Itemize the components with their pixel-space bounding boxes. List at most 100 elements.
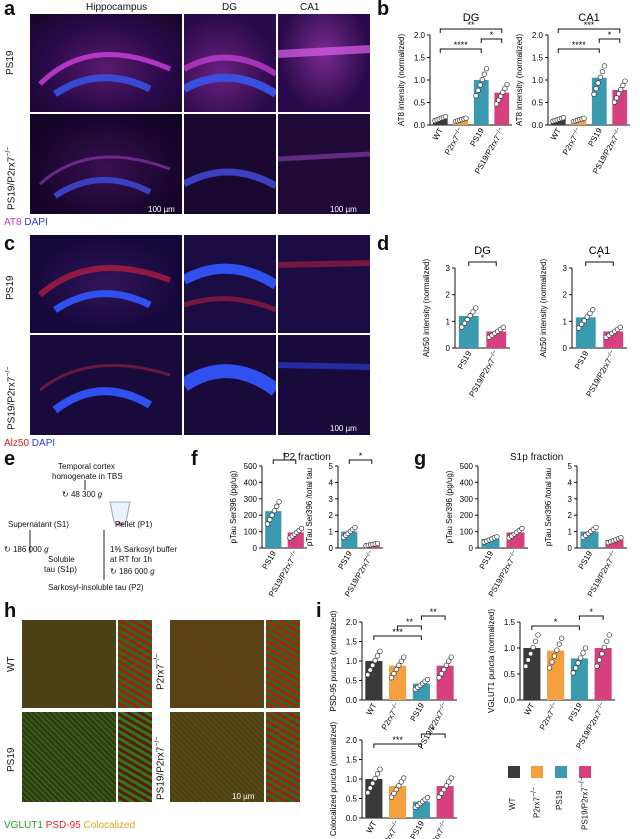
sig-stars: * xyxy=(481,253,485,263)
data-point xyxy=(590,307,596,313)
chart-d-CA1: 0 1 2 3 Alz50 intensity (normalized) CA1 PS19P… xyxy=(539,245,627,399)
data-point xyxy=(374,540,381,547)
y-tick-label: 1.5 xyxy=(346,638,358,647)
flow-text-g3: ↻ 186 000 g xyxy=(110,567,155,576)
data-point xyxy=(448,654,454,660)
sig-stars: *** xyxy=(392,735,403,745)
data-point xyxy=(483,66,490,72)
y-tick-label: 100 xyxy=(244,528,258,537)
data-point xyxy=(464,316,470,323)
y-tick-label: 400 xyxy=(460,478,474,487)
sig-stars: * xyxy=(490,30,494,40)
data-point xyxy=(606,632,612,638)
chart-i-1: 0.0 0.5 1.0 1.5 2.0 PSD-95 puncta (normalized… xyxy=(329,607,457,751)
data-point xyxy=(494,534,500,540)
y-tick-label: 2.0 xyxy=(414,31,426,40)
y-tick-label: 1.5 xyxy=(414,54,426,63)
data-point xyxy=(570,670,576,676)
sig-stars: * xyxy=(359,451,363,461)
sig-stars: ** xyxy=(467,20,475,30)
data-point xyxy=(396,662,402,668)
data-point xyxy=(443,783,449,789)
data-point xyxy=(601,63,608,69)
x-tick-label: P2rx7−/− xyxy=(561,126,584,157)
data-point xyxy=(276,499,282,505)
y-axis-label: pTau Ser396 (pg/ug) xyxy=(445,470,454,543)
data-point xyxy=(581,318,587,324)
y-tick-label: 300 xyxy=(460,495,474,504)
data-point xyxy=(367,667,373,673)
micrograph-c-ps19-dg xyxy=(184,235,276,333)
data-point xyxy=(519,525,525,532)
y-tick-label: 3 xyxy=(446,264,451,273)
y-axis-label: AT8 intensity (normalized) xyxy=(397,34,406,127)
data-point xyxy=(401,775,407,781)
y-tick-label: 0.0 xyxy=(504,696,516,705)
panel-label-d: d xyxy=(377,233,390,255)
flow-arrows xyxy=(29,530,105,580)
x-tick-label: P2rx7−/− xyxy=(380,701,403,732)
legend-swatch-wt xyxy=(508,766,520,778)
micrograph-h-p2rx7-zoom xyxy=(266,620,300,708)
sig-stars: **** xyxy=(454,40,469,50)
chart-title: DG xyxy=(474,245,491,257)
sig-bracket xyxy=(420,733,446,738)
sig-stars: * xyxy=(431,725,435,735)
data-point xyxy=(370,662,376,668)
data-point xyxy=(436,675,442,681)
data-point xyxy=(584,314,590,320)
data-point xyxy=(525,657,531,663)
y-tick-label: 0.5 xyxy=(532,99,544,108)
micrograph-c-ps19p2rx7-dg xyxy=(184,335,276,435)
data-point xyxy=(611,99,618,105)
data-point xyxy=(443,662,449,668)
data-point xyxy=(528,651,534,657)
x-tick-label: PS19/P2rx7−/− xyxy=(584,349,618,398)
sig-stars: **** xyxy=(572,40,587,50)
data-point xyxy=(461,320,468,327)
y-tick-label: 1 xyxy=(329,528,334,537)
y-tick-label: 0.5 xyxy=(504,670,516,679)
panel-label-c: c xyxy=(4,233,16,255)
data-point xyxy=(473,93,479,99)
micrograph-a-ps19p2rx7-hippocampus xyxy=(30,114,182,214)
y-tick-label: 200 xyxy=(244,511,258,520)
panel-label-h: h xyxy=(4,600,17,622)
chart-title: DG xyxy=(463,12,480,24)
sig-stars: * xyxy=(589,607,593,617)
panel-label-i: i xyxy=(316,600,322,622)
x-tick-label: PS19 xyxy=(336,549,354,571)
stain-legend-a: AT8 DAPI xyxy=(4,217,48,228)
data-point xyxy=(530,644,536,651)
micrograph-a-ps19p2rx7-dg xyxy=(184,114,276,214)
data-point xyxy=(523,663,529,669)
y-tick-label: 5 xyxy=(329,462,334,471)
x-tick-label: PS19 xyxy=(586,126,604,148)
y-tick-label: 1.5 xyxy=(346,756,358,765)
data-point xyxy=(549,659,555,665)
data-point xyxy=(622,78,628,84)
data-point xyxy=(616,91,622,97)
bar xyxy=(432,118,448,125)
micrograph-h-ps19-zoom xyxy=(118,712,152,802)
chart-title: CA1 xyxy=(578,12,599,24)
data-point xyxy=(448,775,454,781)
panel-label-f: f xyxy=(191,448,198,470)
data-point xyxy=(587,310,593,316)
y-axis-label: Alz50 intensity (normalized) xyxy=(422,259,431,358)
scale-bar-label-2: 100 µm xyxy=(330,205,357,214)
sig-stars: * xyxy=(598,253,602,263)
data-point xyxy=(398,658,404,664)
x-tick-label: PS19 xyxy=(573,349,591,371)
scale-bar-label-1: 100 µm xyxy=(148,205,175,214)
y-axis-label: Alz50 intensity (normalized) xyxy=(539,259,548,358)
data-point xyxy=(372,775,378,782)
micrograph-a-ps19-ca1 xyxy=(278,14,370,112)
data-point xyxy=(401,654,407,660)
sig-bracket xyxy=(397,625,422,630)
g-title: S1p fraction xyxy=(510,452,564,463)
y-tick-label: 3 xyxy=(568,495,573,504)
x-tick-label: PS19 xyxy=(456,349,474,371)
